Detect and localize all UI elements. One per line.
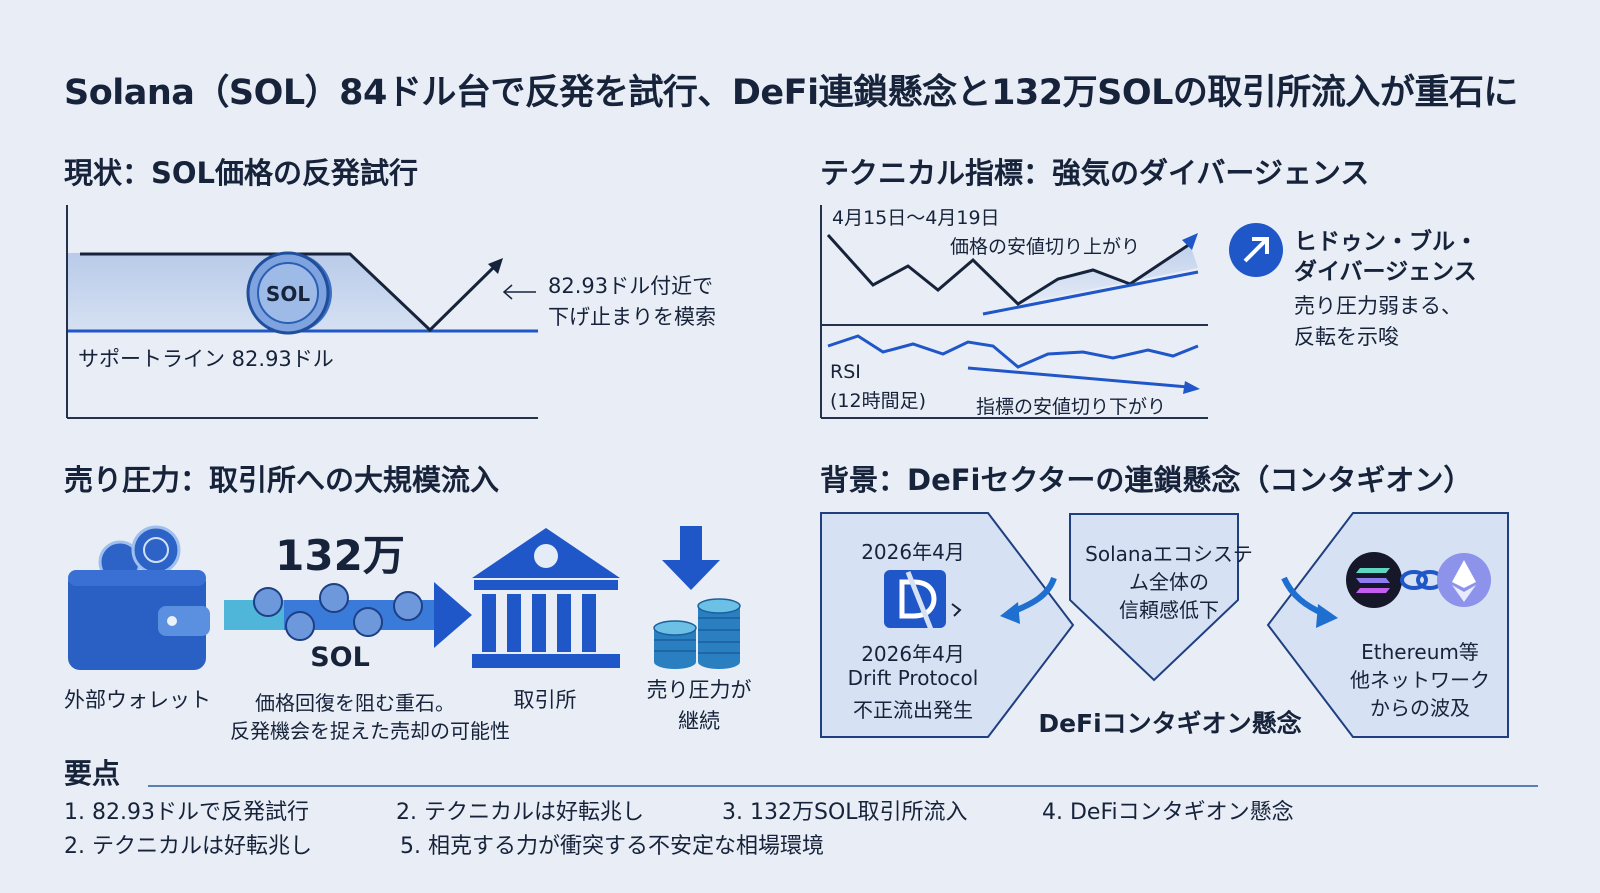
price-higher-lows-trendline [982,270,1199,316]
wallet-icon [68,525,210,670]
left-date-top: 2026年4月 [861,540,965,564]
bank-icon [472,528,620,668]
date-range-label: 4月15日〜4月19日 [832,207,1000,229]
summary-item-2: 2. テクニカルは好転兆し [396,800,644,825]
left-event: 不正流出発生 [853,698,973,722]
left-date-bottom: 2026年4月 [861,642,965,666]
right-line2: 他ネットワーク [1350,668,1490,692]
inflow-unit: SOL [310,642,370,673]
page-title: Solana（SOL）84ドル台で反発を試行、DeFi連鎖懸念と132万SOLの… [64,73,1518,113]
left-panel [820,512,1075,738]
support-line-label: サポートライン 82.93ドル [78,347,334,371]
summary-divider [148,785,1538,787]
ethereum-logo-icon [1437,553,1491,607]
down-arrow-icon [662,526,720,590]
contagion-caption: DeFiコンタギオン懸念 [1038,709,1302,738]
support-note-line1: 82.93ドル付近で [548,274,714,298]
rsi-lower-lows-trendline [967,366,1189,389]
price-higher-lows-label: 価格の安値切り上がり [950,236,1141,258]
curved-arrow-right-head [1316,604,1338,628]
broken-document-icon [884,570,962,633]
inflow-amount: 132万 [275,531,405,580]
summary-item-3: 3. 132万SOL取引所流入 [722,800,968,825]
inflow-arrow-icon [224,582,472,648]
middle-line2: ム全体の [1129,570,1209,594]
price-shaded-area [1018,244,1198,304]
left-protocol-name: Drift Protocol [847,666,979,690]
summary-item-1: 1. 82.93ドルで反発試行 [64,800,309,825]
right-line1: Ethereum等 [1361,640,1479,664]
exchange-label: 取引所 [513,688,577,712]
up-arrow-icon [1229,223,1283,277]
summary-item-6: 5. 相克する力が衝突する不安定な相場環境 [400,834,824,859]
inflow-note-line2: 反発機会を捉えた売却の可能性 [230,719,510,743]
rsi-label: RSI [830,361,861,383]
signal-desc-line2: 反転を示唆 [1294,325,1399,349]
curved-arrow-left-head [1000,602,1020,624]
signal-title-line1: ヒドゥン・ブル・ [1294,229,1478,255]
right-line3: からの波及 [1370,696,1470,720]
pressure-label-line1: 売り圧力が [646,678,752,702]
sol-coin-icon [246,251,332,335]
signal-desc-line1: 売り圧力弱まる、 [1294,294,1462,318]
rebound-arrowhead [488,258,503,274]
price-series-line [826,233,1191,306]
section-heading-current: 現状：SOL価格の反発試行 [64,156,419,190]
wallet-label: 外部ウォレット [64,688,211,712]
middle-line1: Solanaエコシステ [1085,542,1253,566]
coin-stack-icon [653,598,741,669]
summary-heading: 要点 [64,757,121,790]
middle-panel [1069,513,1239,682]
summary-item-5: 2. テクニカルは好転兆し [64,834,312,859]
section-heading-background: 背景：DeFiセクターの連鎖懸念（コンタギオン） [820,463,1473,497]
inflow-note-line1: 価格回復を阻む重石。 [255,691,455,715]
sol-coin-label: SOL [265,282,311,306]
indicator-lower-lows-label: 指標の安値切り下がり [976,396,1167,418]
price-line [80,252,497,333]
rsi-arrowhead [1183,381,1200,394]
support-note-line2: 下げ止まりを模索 [548,305,716,329]
summary-item-4: 4. DeFiコンタギオン懸念 [1042,800,1294,825]
signal-title-line2: ダイバージェンス [1294,259,1477,285]
pressure-label-line2: 継続 [678,709,720,733]
left-arrow-icon [502,284,536,300]
rsi-series-line [827,334,1199,369]
divergence-chart [820,205,1208,419]
price-rebound-diagram [66,205,538,419]
solana-logo-icon [1346,552,1402,608]
exchange-inflow-diagram [68,525,741,670]
contagion-diagram [820,512,1509,738]
price-arrowhead [1182,233,1198,250]
middle-line3: 信頼感低下 [1119,598,1219,622]
section-heading-selling: 売り圧力：取引所への大規模流入 [64,463,500,497]
section-heading-technical: テクニカル指標：強気のダイバージェンス [820,156,1370,190]
rsi-period-label: (12時間足) [830,390,927,412]
